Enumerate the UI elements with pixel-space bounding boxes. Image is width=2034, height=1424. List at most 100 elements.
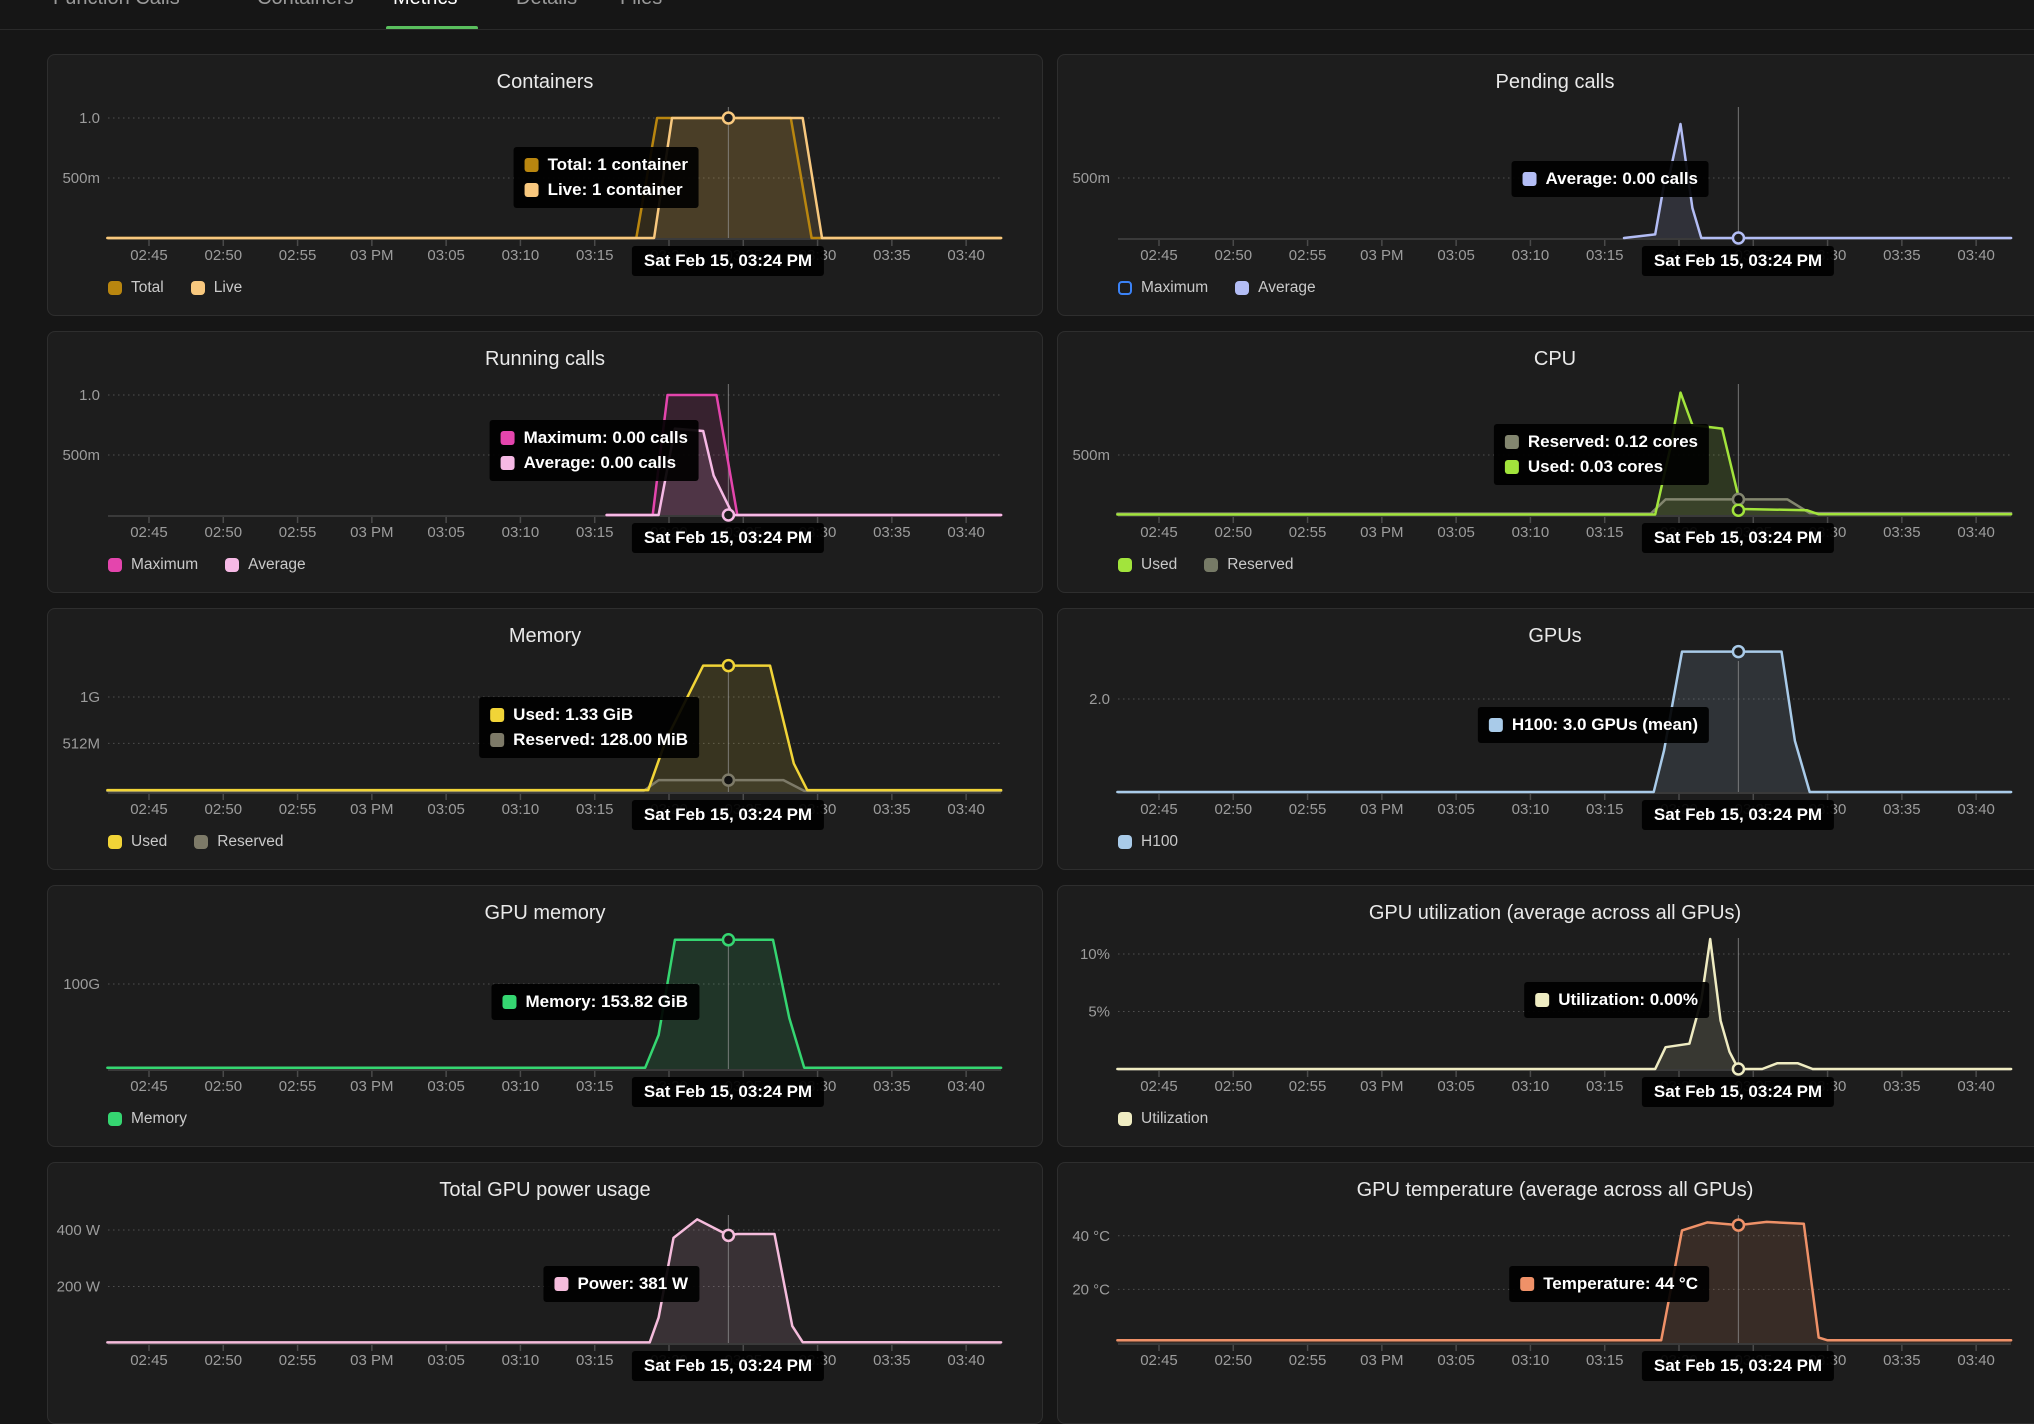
chart-plot[interactable]: 2.0 02:45 02:50 02:55 03 PM 03:05 03:10 03:15 03… bbox=[1058, 609, 2034, 869]
legend-item-average[interactable]: Average bbox=[225, 556, 306, 574]
chart-title: Total GPU power usage bbox=[439, 1179, 651, 1201]
legend-item-h100[interactable]: H100 bbox=[1118, 833, 1178, 851]
x-axis-label: 03:35 bbox=[1883, 1352, 1921, 1369]
x-axis-label: 03:15 bbox=[1586, 1078, 1624, 1095]
x-axis-label: 03:20 bbox=[1660, 247, 1698, 264]
series-line-temperature bbox=[1116, 1220, 2013, 1342]
legend-label: Utilization bbox=[1141, 1110, 1209, 1127]
legend-label: Reserved bbox=[217, 833, 284, 850]
x-axis-label: 03:30 bbox=[1809, 1078, 1847, 1095]
chart-title: GPU temperature (average across all GPUs… bbox=[1356, 1179, 1754, 1201]
x-axis-label: 02:50 bbox=[205, 801, 243, 818]
legend-item-reserved[interactable]: Reserved bbox=[1204, 556, 1294, 574]
chart-plot[interactable]: 1.0 500m 02:45 02:50 02:55 03 PM 03:05 03:10 03:… bbox=[48, 332, 1042, 592]
x-axis-label: 03:10 bbox=[502, 801, 540, 818]
legend-swatch bbox=[1235, 281, 1250, 295]
legend-item-total[interactable]: Total bbox=[108, 279, 164, 297]
x-axis-label: 02:45 bbox=[1140, 524, 1178, 541]
legend-item-average[interactable]: Average bbox=[1235, 279, 1316, 297]
legend-item-reserved[interactable]: Reserved bbox=[194, 833, 284, 851]
x-axis-label: 03:20 bbox=[650, 524, 688, 541]
y-axis-label: 200 W bbox=[57, 1279, 101, 1296]
legend-item-live[interactable]: Live bbox=[190, 279, 242, 297]
tab-function-calls[interactable]: Function Calls bbox=[53, 0, 180, 10]
legend-item-used[interactable]: Used bbox=[108, 833, 167, 851]
y-axis-label: 500m bbox=[1072, 447, 1110, 464]
x-axis-label: 03:05 bbox=[427, 1352, 465, 1369]
x-axis-label: 03:15 bbox=[576, 524, 614, 541]
legend-item-used[interactable]: Used bbox=[1118, 556, 1177, 574]
chart-panel-9: 400 W 200 W 02:45 02:50 02:55 03 PM 03:05 03:10… bbox=[47, 1162, 1043, 1424]
x-axis-label: 03:40 bbox=[947, 801, 985, 818]
tab-metrics[interactable]: Metrics bbox=[393, 0, 457, 10]
legend-item-maximum[interactable]: Maximum bbox=[108, 556, 198, 574]
x-axis-label: 03:05 bbox=[427, 247, 465, 264]
chart-title: Pending calls bbox=[1495, 71, 1615, 93]
x-axis-label: 03:35 bbox=[1883, 1078, 1921, 1095]
chart-panel-8: 10% 5% 02:45 02:50 02:55 03 PM 03:05 03:10 03:15… bbox=[1057, 885, 2034, 1147]
legend-item-maximum[interactable]: Maximum bbox=[1118, 279, 1208, 297]
series-area-reserved bbox=[107, 780, 1002, 792]
legend-swatch bbox=[1118, 558, 1132, 572]
chart-svg: 500m 02:45 02:50 02:55 03 PM 03:05 03:10 03:15 0… bbox=[1072, 107, 2013, 264]
chart-plot[interactable]: 400 W 200 W 02:45 02:50 02:55 03 PM 03:05 03:10… bbox=[48, 1163, 1042, 1423]
tab-containers[interactable]: Containers bbox=[257, 0, 354, 10]
x-axis-label: 03:20 bbox=[1660, 1352, 1698, 1369]
series-line-average bbox=[1622, 122, 2013, 240]
x-axis-label: 03 PM bbox=[350, 524, 393, 541]
x-axis-label: 03:05 bbox=[427, 801, 465, 818]
x-axis-label: 02:50 bbox=[1215, 801, 1253, 818]
x-axis-label: 03:20 bbox=[1660, 801, 1698, 818]
x-axis-label: 02:50 bbox=[1215, 247, 1253, 264]
x-axis-label: 03:35 bbox=[873, 247, 911, 264]
series-area-average bbox=[606, 428, 1002, 515]
y-axis-label: 1.0 bbox=[79, 110, 100, 127]
x-axis-label: 03:15 bbox=[576, 1078, 614, 1095]
tab-files[interactable]: Files bbox=[620, 0, 662, 10]
chart-svg: 1.0 500m 02:45 02:50 02:55 03 PM 03:05 03:10 03:… bbox=[62, 107, 1003, 264]
legend-label: Average bbox=[248, 556, 306, 573]
x-axis-label: 03:25 bbox=[725, 1352, 763, 1369]
y-axis-label: 5% bbox=[1088, 1004, 1110, 1021]
chart-plot[interactable]: 40 °C 20 °C 02:45 02:50 02:55 03 PM 03:05 03:10… bbox=[1058, 1163, 2034, 1423]
x-axis-label: 03:25 bbox=[725, 801, 763, 818]
chart-plot[interactable]: 500m 02:45 02:50 02:55 03 PM 03:05 03:10 03:15 0… bbox=[1058, 55, 2034, 315]
chart-title: GPUs bbox=[1528, 625, 1582, 647]
legend-label: Average bbox=[1258, 279, 1316, 296]
chart-title: CPU bbox=[1533, 348, 1577, 370]
x-axis-label: 03:10 bbox=[1512, 247, 1550, 264]
chart-plot[interactable]: 1G 512M 02:45 02:50 02:55 03 PM 03:05 03:10 03:1… bbox=[48, 609, 1042, 869]
x-axis-label: 03 PM bbox=[350, 247, 393, 264]
x-axis-label: 02:45 bbox=[1140, 1352, 1178, 1369]
chart-plot[interactable]: 100G 02:45 02:50 02:55 03 PM 03:05 03:10 03:15 0… bbox=[48, 886, 1042, 1146]
x-axis-label: 03:25 bbox=[725, 247, 763, 264]
chart-plot[interactable]: 500m 02:45 02:50 02:55 03 PM 03:05 03:10 03:15 0… bbox=[1058, 332, 2034, 592]
tab-details[interactable]: Details bbox=[516, 0, 577, 10]
legend-item-memory[interactable]: Memory bbox=[108, 1110, 187, 1128]
x-axis-label: 03:25 bbox=[1735, 247, 1773, 264]
y-axis-label: 2.0 bbox=[1089, 691, 1110, 708]
legend-item-utilization[interactable]: Utilization bbox=[1118, 1110, 1208, 1128]
x-axis-label: 03:25 bbox=[1735, 1352, 1773, 1369]
x-axis-label: 03:20 bbox=[1660, 1078, 1698, 1095]
x-axis-label: 03:30 bbox=[799, 801, 837, 818]
x-axis-label: 03:30 bbox=[799, 1352, 837, 1369]
chart-svg: 40 °C 20 °C 02:45 02:50 02:55 03 PM 03:05 03:10… bbox=[1072, 1215, 2013, 1369]
crosshair-marker bbox=[1731, 644, 1746, 659]
chart-plot[interactable]: 10% 5% 02:45 02:50 02:55 03 PM 03:05 03:10 03:15… bbox=[1058, 886, 2034, 1146]
legend-swatch bbox=[1204, 558, 1219, 572]
series-area-reserved bbox=[1117, 499, 2012, 515]
tab-bar: Function Calls Containers Metrics Details Fi… bbox=[0, 0, 2034, 30]
x-axis-label: 03:10 bbox=[1512, 1078, 1550, 1095]
chart-svg: 1G 512M 02:45 02:50 02:55 03 PM 03:05 03:10 03:1… bbox=[62, 658, 1003, 818]
y-axis-label: 1G bbox=[80, 689, 100, 706]
chart-svg: 500m 02:45 02:50 02:55 03 PM 03:05 03:10 03:15 0… bbox=[1072, 384, 2013, 541]
y-axis-label: 100G bbox=[63, 976, 100, 993]
legend-label: Maximum bbox=[1141, 279, 1209, 296]
chart-plot[interactable]: 1.0 500m 02:45 02:50 02:55 03 PM 03:05 03:10 03:… bbox=[48, 55, 1042, 315]
x-axis-label: 03:05 bbox=[1437, 1078, 1475, 1095]
x-axis-label: 02:45 bbox=[130, 801, 168, 818]
x-axis-label: 03:10 bbox=[502, 1078, 540, 1095]
x-axis-label: 03:35 bbox=[1883, 524, 1921, 541]
x-axis-label: 03:15 bbox=[1586, 801, 1624, 818]
